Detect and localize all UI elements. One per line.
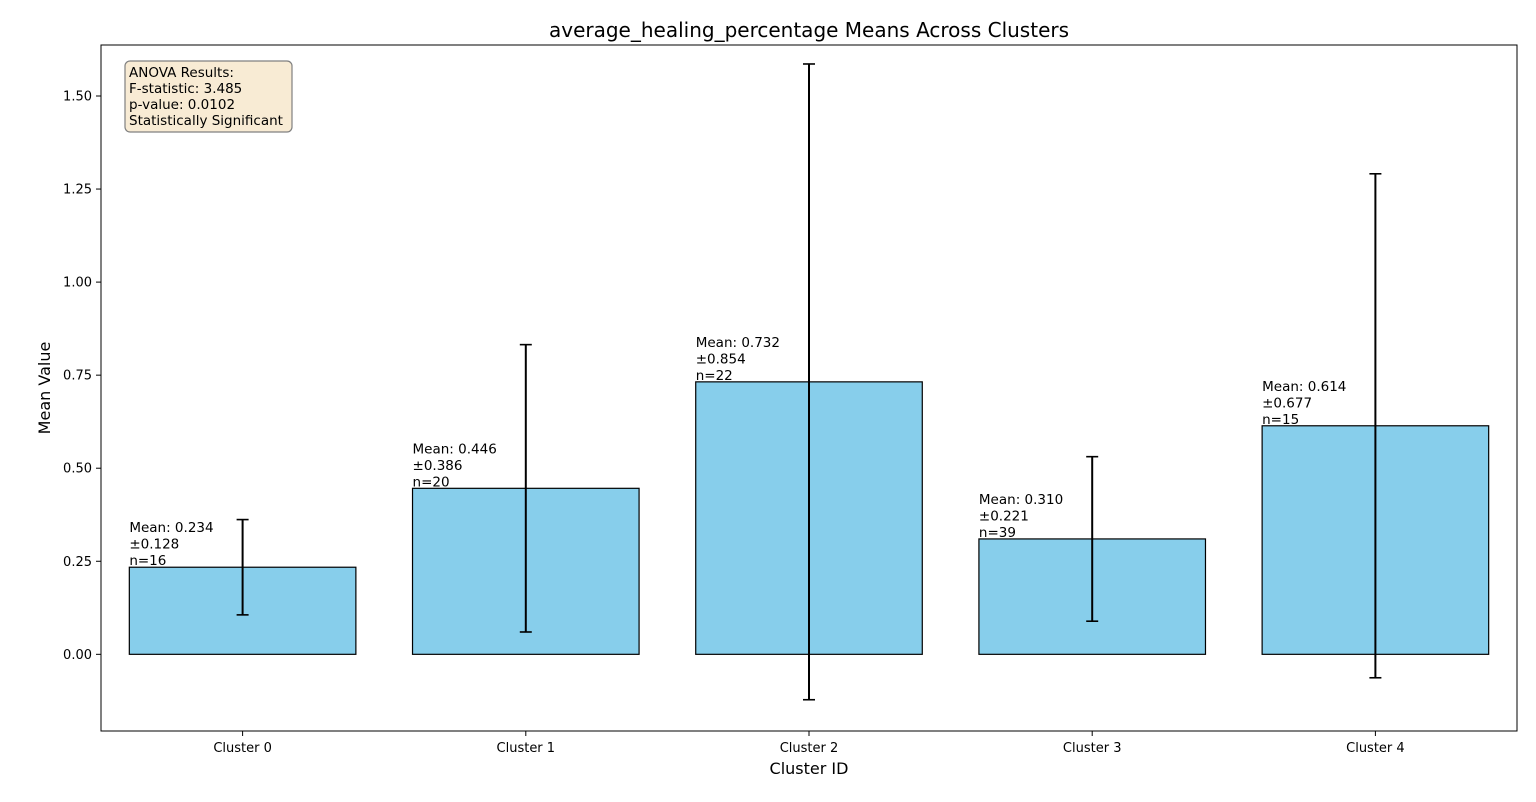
bar-label-2: Mean: 0.732 ±0.854 n=22 — [696, 335, 780, 384]
bar-label-line-0-2: n=16 — [129, 553, 166, 569]
bar-label-line-3-1: ±0.221 — [979, 508, 1029, 524]
y-tick-label-1: 0.25 — [63, 555, 92, 570]
anova-line-2: p-value: 0.0102 — [129, 97, 235, 113]
y-tick-label-5: 1.25 — [63, 183, 92, 198]
y-tick-label-0: 0.00 — [63, 648, 92, 663]
y-tick-label-4: 1.00 — [63, 276, 92, 291]
bar-label-4: Mean: 0.614 ±0.677 n=15 — [1262, 379, 1346, 428]
anova-box-background — [124, 60, 293, 133]
bar-label-1: Mean: 0.446 ±0.386 n=20 — [413, 441, 497, 490]
y-axis-label: Mean Value — [35, 342, 54, 435]
bar-label-line-2-0: Mean: 0.732 — [696, 335, 780, 351]
x-tick-label-0: Cluster 0 — [213, 741, 272, 756]
error-bar-0 — [236, 518, 249, 616]
bar-label-line-0-1: ±0.128 — [129, 537, 179, 553]
error-bar-3 — [1086, 455, 1099, 622]
bar-label-line-1-2: n=20 — [413, 474, 450, 490]
bar-label-line-1-1: ±0.386 — [413, 458, 463, 474]
anova-results-box: ANOVA Results: F-statistic: 3.485 p-value:… — [124, 60, 293, 133]
bar-label-line-4-1: ±0.677 — [1262, 395, 1312, 411]
bar-label-line-3-2: n=39 — [979, 525, 1016, 541]
anova-results-text: ANOVA Results: F-statistic: 3.485 p-value:… — [129, 65, 283, 129]
x-tick-label-4: Cluster 4 — [1346, 741, 1405, 756]
bar-label-line-3-0: Mean: 0.310 — [979, 492, 1063, 508]
bar-label-0: Mean: 0.234 ±0.128 n=16 — [129, 520, 213, 569]
bar-label-line-1-0: Mean: 0.446 — [413, 441, 497, 457]
error-bar-2 — [803, 63, 815, 701]
anova-line-1: F-statistic: 3.485 — [129, 81, 242, 97]
error-bar-1 — [519, 343, 532, 633]
x-axis-label: Cluster ID — [770, 759, 849, 778]
anova-line-0: ANOVA Results: — [129, 65, 234, 81]
y-tick-label-6: 1.50 — [63, 89, 92, 104]
x-tick-label-1: Cluster 1 — [497, 741, 556, 756]
chart-title: average_healing_percentage Means Across … — [549, 18, 1069, 42]
bar-label-line-2-1: ±0.854 — [696, 351, 746, 367]
bar-label-3: Mean: 0.310 ±0.221 n=39 — [979, 492, 1063, 541]
anova-line-3: Statistically Significant — [129, 113, 283, 129]
x-tick-label-2: Cluster 2 — [780, 741, 839, 756]
bar-label-line-4-0: Mean: 0.614 — [1262, 379, 1346, 395]
y-tick-label-3: 0.75 — [63, 369, 92, 384]
error-bar-4 — [1369, 172, 1382, 679]
bar-label-line-0-0: Mean: 0.234 — [129, 520, 213, 536]
x-tick-label-3: Cluster 3 — [1063, 741, 1122, 756]
y-tick-label-2: 0.50 — [63, 462, 92, 477]
bar-label-line-2-2: n=22 — [696, 368, 733, 384]
bar-label-line-4-2: n=15 — [1262, 412, 1299, 428]
